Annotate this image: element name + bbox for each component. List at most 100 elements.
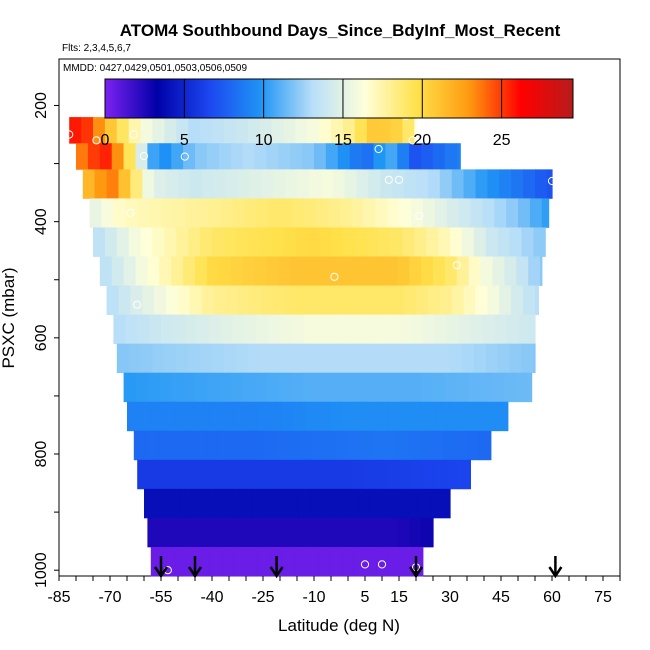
heatmap-cell bbox=[346, 488, 359, 519]
heatmap-cell bbox=[329, 546, 342, 577]
heatmap-cell bbox=[422, 314, 436, 345]
heatmap-cell bbox=[242, 517, 256, 548]
heatmap-cell bbox=[320, 169, 334, 199]
heatmap-cell bbox=[285, 285, 298, 315]
heatmap-cell bbox=[385, 143, 398, 170]
heatmap-cell bbox=[518, 198, 531, 228]
heatmap-cell bbox=[455, 430, 468, 461]
heatmap-cell bbox=[370, 488, 383, 519]
heatmap-cell bbox=[181, 430, 194, 461]
heatmap-cell bbox=[276, 430, 290, 461]
heatmap-cell bbox=[482, 198, 495, 228]
heatmap-cell bbox=[446, 459, 460, 490]
heatmap-cell bbox=[266, 256, 279, 286]
heatmap-cell bbox=[380, 169, 393, 199]
heatmap-cell bbox=[116, 227, 130, 257]
heatmap-cell bbox=[446, 198, 460, 228]
heatmap-cell bbox=[467, 430, 480, 461]
heatmap-cell bbox=[528, 256, 541, 286]
heatmap-cell bbox=[324, 430, 337, 461]
heatmap-cell bbox=[468, 372, 482, 403]
heatmap-cell bbox=[388, 401, 402, 432]
heatmap-cell bbox=[458, 314, 471, 345]
heatmap-cell bbox=[210, 401, 223, 432]
heatmap-cell bbox=[101, 198, 114, 228]
heatmap-cell bbox=[414, 227, 427, 257]
heatmap-cell bbox=[470, 198, 483, 228]
chart-title: ATOM4 Southbound Days_Since_BdyInf_Most_… bbox=[120, 21, 561, 40]
heatmap-cell bbox=[155, 488, 169, 519]
heatmap-cell bbox=[212, 343, 225, 374]
heatmap-cell bbox=[234, 401, 247, 432]
colorbar-tick-label: 10 bbox=[255, 132, 273, 149]
heatmap-cell bbox=[475, 169, 488, 199]
heatmap-cell bbox=[368, 285, 381, 315]
heatmap-cell bbox=[349, 143, 363, 170]
heatmap-cell bbox=[161, 314, 174, 345]
colorbar-tick-lines bbox=[183, 79, 503, 118]
heatmap-cell bbox=[268, 198, 281, 228]
heatmap-cell bbox=[354, 117, 368, 144]
heatmap-cell bbox=[235, 343, 249, 374]
heatmap-cell bbox=[516, 256, 529, 286]
heatmap-cell bbox=[327, 459, 341, 490]
heatmap-cell bbox=[385, 372, 398, 403]
heatmap-cell bbox=[147, 517, 160, 548]
heatmap-cell bbox=[227, 488, 240, 519]
heatmap-cell bbox=[256, 198, 269, 228]
heatmap-cell bbox=[206, 372, 220, 403]
heatmap-cell bbox=[482, 314, 495, 345]
heatmap-cell bbox=[319, 343, 332, 374]
heatmap-cell bbox=[541, 198, 550, 228]
heatmap-cell bbox=[366, 117, 380, 144]
heatmap-cell bbox=[426, 343, 439, 374]
heatmap-cell bbox=[138, 401, 152, 432]
heatmap-cell bbox=[174, 546, 188, 577]
heatmap-cell bbox=[390, 117, 403, 144]
heatmap-cell bbox=[290, 256, 303, 286]
heatmap-cell bbox=[251, 488, 264, 519]
heatmap-cell bbox=[188, 117, 201, 144]
heatmap-cell bbox=[249, 285, 262, 315]
heatmap-cell bbox=[438, 343, 451, 374]
heatmap-cell bbox=[342, 227, 356, 257]
heatmap-cell bbox=[509, 343, 522, 374]
x-tick-label: 60 bbox=[543, 589, 561, 606]
heatmap-cell bbox=[404, 285, 417, 315]
sample-marker bbox=[180, 152, 189, 161]
heatmap-cell bbox=[234, 546, 247, 577]
heatmap-cell bbox=[434, 314, 448, 345]
x-axis: -85 -70 -55 -40 -25 -10 5 15 30 45 60 75 bbox=[47, 576, 621, 606]
heatmap-cell bbox=[397, 143, 410, 170]
heatmap-cell bbox=[257, 546, 271, 577]
heatmap-cell bbox=[130, 169, 143, 199]
heatmap-cell bbox=[196, 314, 210, 345]
heatmap-cell bbox=[195, 372, 208, 403]
heatmap-cell bbox=[419, 430, 432, 461]
heatmap-cell bbox=[142, 169, 155, 199]
heatmap-cell bbox=[230, 372, 244, 403]
heatmap-cell bbox=[171, 517, 184, 548]
x-axis-title: Latitude (deg N) bbox=[278, 616, 400, 635]
heatmap-cell bbox=[186, 401, 199, 432]
heatmap-cell bbox=[363, 198, 376, 228]
heatmap-cell bbox=[123, 372, 137, 403]
heatmap-cell bbox=[380, 285, 393, 315]
heatmap-cell bbox=[533, 227, 546, 257]
heatmap-cell bbox=[242, 372, 256, 403]
sample-marker bbox=[330, 272, 339, 281]
heatmap-cell bbox=[130, 285, 143, 315]
colorbar-tick-label: 25 bbox=[493, 132, 511, 149]
flight-arrow-head bbox=[548, 566, 563, 579]
heatmap-cell bbox=[161, 198, 174, 228]
x-tick-label: -70 bbox=[98, 589, 121, 606]
heatmap-cell bbox=[393, 488, 407, 519]
heatmap-cell bbox=[392, 285, 405, 315]
heatmap-cell bbox=[259, 227, 273, 257]
heatmap-cell bbox=[416, 285, 429, 315]
heatmap-cell bbox=[444, 143, 458, 170]
heatmap-cell bbox=[342, 117, 356, 144]
heatmap-cell bbox=[523, 285, 536, 315]
heatmap-cell bbox=[164, 117, 177, 144]
heatmap-cell bbox=[178, 169, 191, 199]
